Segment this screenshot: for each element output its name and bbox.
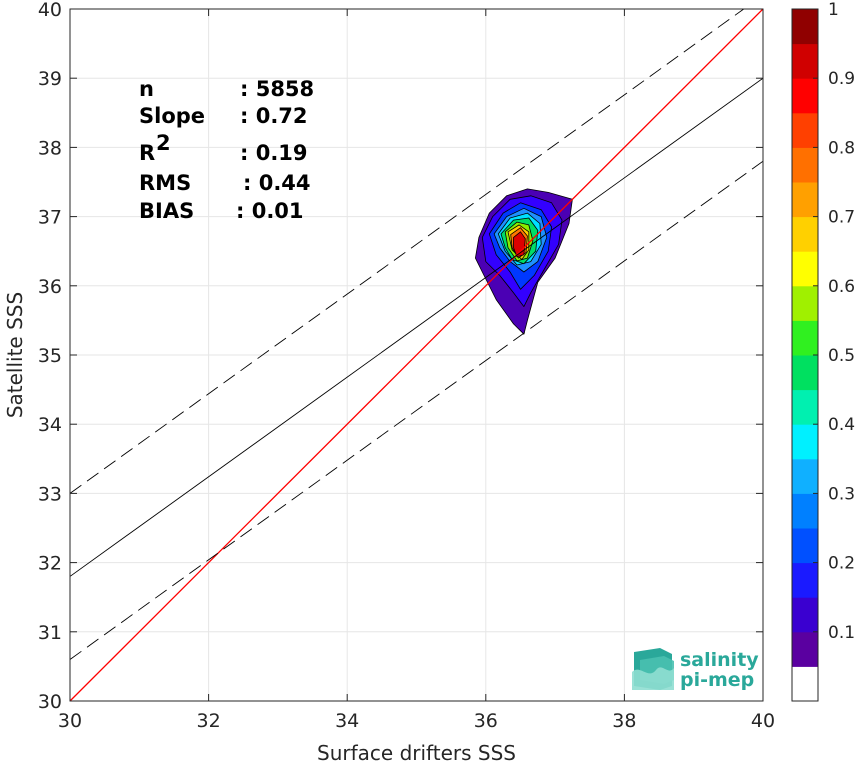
y-tick-label: 31	[38, 622, 62, 644]
colorbar-swatch	[792, 112, 818, 148]
x-tick-label: 32	[197, 710, 221, 732]
colorbar-swatch	[792, 528, 818, 564]
y-tick-label: 34	[38, 414, 62, 436]
stats-value: : 0.72	[240, 104, 308, 128]
stats-box: n : 5858 Slope : 0.72 R 2 : 0.19 RMS : 0.44 BIAS:…	[139, 77, 314, 223]
axis-ticks: 30 32 34 36 38 40 30 31 32 33 34 35 36 37 38 39 40	[38, 0, 775, 732]
colorbar-swatch	[792, 355, 818, 391]
lower-bound-line	[69, 160, 764, 660]
stats-label: BIAS	[139, 199, 194, 223]
colorbar-tick-label: 1	[828, 0, 839, 20]
identity-line	[69, 8, 764, 702]
stats-label-superscript: 2	[156, 131, 171, 155]
y-tick-label: 35	[38, 345, 62, 367]
density-contour	[513, 231, 526, 258]
logo-line2: pi-mep	[680, 669, 754, 691]
colorbar-swatch	[792, 216, 818, 252]
regression-line	[69, 77, 764, 577]
colorbar-tick-label: 0.4	[828, 415, 855, 435]
colorbar-swatch	[792, 78, 818, 114]
y-tick-label: 36	[38, 276, 62, 298]
x-tick-label: 36	[474, 710, 498, 732]
stats-label: n	[139, 77, 154, 101]
colorbar-swatch	[792, 251, 818, 287]
colorbar-tick-label: 0.9	[828, 69, 855, 89]
y-tick-label: 37	[38, 207, 62, 229]
colorbar-swatch	[792, 9, 818, 45]
stats-value: : 0.19	[240, 141, 308, 165]
colorbar-tick-label: 0.8	[828, 138, 855, 158]
y-tick-label: 38	[38, 137, 62, 159]
reference-lines	[69, 8, 764, 702]
x-tick-label: 38	[612, 710, 636, 732]
stats-value: : 5858	[240, 77, 314, 101]
colorbar: 0.1 0.2 0.3 0.4 0.5 0.6 0.7 0.8 0.9 1	[791, 0, 855, 702]
colorbar-swatch	[792, 285, 818, 321]
colorbar-tick-label: 0.1	[828, 623, 855, 643]
colorbar-swatch	[792, 424, 818, 460]
y-tick-label: 32	[38, 553, 62, 575]
colorbar-tick-label: 0.7	[828, 208, 855, 228]
colorbar-swatch	[792, 389, 818, 425]
colorbar-swatch	[792, 666, 818, 702]
stats-value: : 0.44	[243, 171, 311, 195]
colorbar-swatch	[792, 493, 818, 529]
x-tick-label: 40	[751, 710, 775, 732]
stats-label: R	[139, 141, 155, 165]
colorbar-swatch	[792, 458, 818, 494]
colorbar-swatch	[792, 43, 818, 79]
colorbar-tick-label: 0.5	[828, 346, 855, 366]
x-axis-label: Surface drifters SSS	[317, 741, 516, 764]
x-tick-label: 34	[335, 710, 359, 732]
colorbar-swatch	[792, 597, 818, 633]
colorbar-swatch	[792, 631, 818, 667]
salinity-pimep-logo: salinity pi-mep	[632, 648, 759, 691]
upper-bound-line	[69, 8, 745, 494]
colorbar-tick-label: 0.3	[828, 484, 855, 504]
colorbar-tick-label: 0.2	[828, 554, 855, 574]
x-tick-label: 30	[58, 710, 82, 732]
logo-line1: salinity	[680, 649, 759, 671]
colorbar-tick-label: 0.6	[828, 277, 855, 297]
y-tick-label: 30	[38, 691, 62, 713]
logo-mark-icon	[632, 648, 674, 690]
density-contours	[475, 188, 573, 335]
colorbar-swatch	[792, 147, 818, 183]
y-tick-label: 39	[38, 68, 62, 90]
y-tick-label: 33	[38, 483, 62, 505]
colorbar-swatch	[792, 562, 818, 598]
stats-value: : 0.01	[236, 199, 304, 223]
stats-label: RMS	[139, 171, 191, 195]
y-axis-label: Satellite SSS	[3, 292, 27, 418]
colorbar-swatch	[792, 320, 818, 356]
stats-label: Slope	[139, 104, 205, 128]
y-tick-label: 40	[38, 0, 62, 21]
colorbar-swatch	[792, 182, 818, 218]
